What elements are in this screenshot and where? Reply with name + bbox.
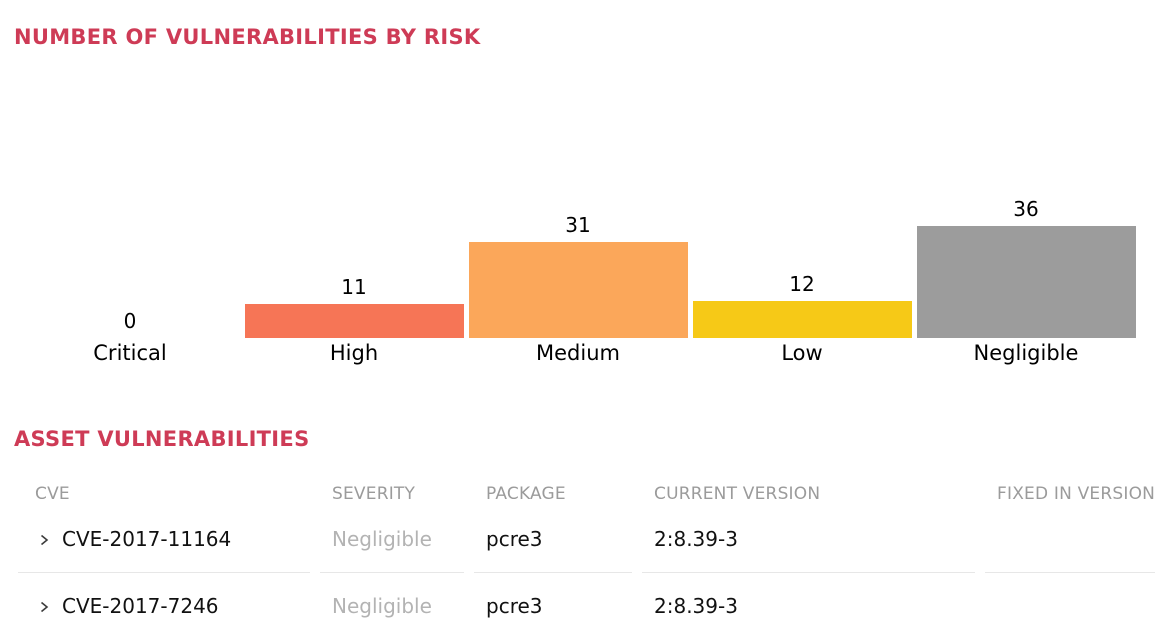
column-header-package: PACKAGE [486, 484, 566, 504]
chart-section-title: NUMBER OF VULNERABILITIES BY RISK [14, 25, 481, 49]
table-header-row: CVE SEVERITY PACKAGE CURRENT VERSION FIXED I… [18, 480, 1155, 506]
bar-category-label-negligible: Negligible [973, 341, 1079, 365]
bar-category-label-high: High [329, 341, 379, 365]
vulnerability-row: CVE-2017-11164 Negligible pcre3 2:8.39-3 [18, 506, 1155, 573]
package-cell: pcre3 [474, 506, 632, 573]
column-header-current-version: CURRENT VERSION [654, 484, 821, 504]
cve-cell: CVE-2017-11164 [18, 506, 310, 573]
table-header: CVE SEVERITY PACKAGE CURRENT VERSION FIXED I… [18, 480, 1155, 506]
bar-column-low: 12 Low [690, 198, 914, 364]
bar-category-label-medium: Medium [536, 341, 620, 365]
bar-category-label-low: Low [781, 341, 823, 365]
current-version-cell: 2:8.39-3 [642, 573, 975, 633]
column-header-fixed-in-version: FIXED IN VERSION [997, 484, 1155, 504]
bar-value-label-negligible: 36 [1013, 197, 1039, 221]
cve-id: CVE-2017-7246 [62, 594, 219, 618]
bar-low[interactable] [692, 301, 912, 338]
expand-chevron-icon[interactable] [37, 594, 51, 618]
cve-cell: CVE-2017-7246 [18, 573, 310, 633]
bar-category-label-critical: Critical [93, 341, 167, 365]
bar-value-label-high: 11 [341, 275, 367, 299]
vulnerability-row: CVE-2017-7246 Negligible pcre3 2:8.39-3 [18, 573, 1155, 633]
bar-value-label-low: 12 [789, 272, 815, 296]
cve-id: CVE-2017-11164 [62, 527, 232, 551]
severity-cell: Negligible [320, 573, 464, 633]
current-version-cell: 2:8.39-3 [642, 506, 975, 573]
bar-column-medium: 31 Medium [466, 198, 690, 364]
bar-negligible[interactable] [916, 226, 1136, 338]
asset-vulnerabilities-table: CVE SEVERITY PACKAGE CURRENT VERSION FIXED I… [8, 480, 1155, 633]
fixed-in-version-cell [985, 506, 1155, 573]
bar-column-critical: 0 Critical [18, 198, 242, 364]
bar-value-label-medium: 31 [565, 213, 591, 237]
vulnerabilities-by-risk-bar-chart: 0 Critical 11 High 31 Medium 12 Low 36 Negligible [18, 198, 1138, 364]
fixed-in-version-cell [985, 573, 1155, 633]
column-header-cve: CVE [35, 484, 70, 504]
expand-chevron-icon[interactable] [37, 527, 51, 551]
bar-high[interactable] [244, 304, 464, 338]
bar-medium[interactable] [468, 242, 688, 338]
column-header-severity: SEVERITY [332, 484, 416, 504]
table-body: CVE-2017-11164 Negligible pcre3 2:8.39-3 CVE… [18, 506, 1155, 633]
package-cell: pcre3 [474, 573, 632, 633]
table-section-title: ASSET VULNERABILITIES [14, 427, 310, 451]
bar-column-high: 11 High [242, 198, 466, 364]
bar-value-label-critical: 0 [123, 309, 137, 333]
bar-column-negligible: 36 Negligible [914, 198, 1138, 364]
severity-cell: Negligible [320, 506, 464, 573]
